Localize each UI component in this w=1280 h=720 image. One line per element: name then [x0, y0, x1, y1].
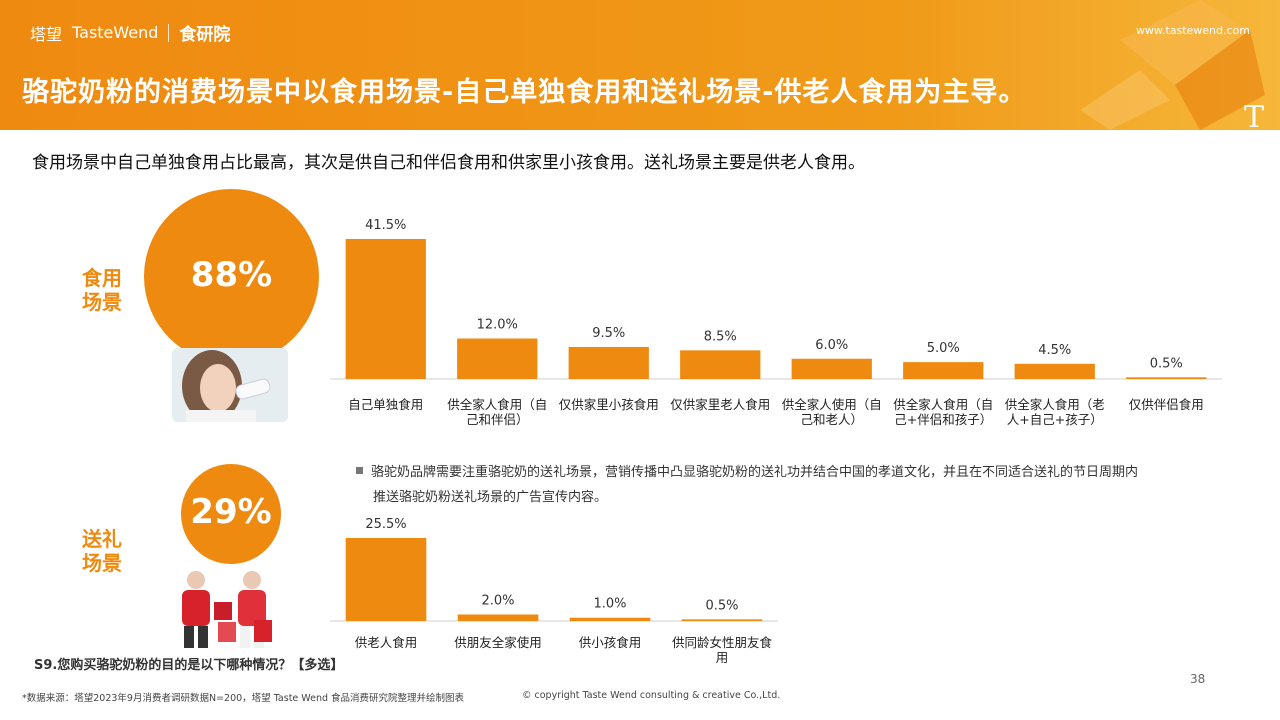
food-scene-label-line1: 食用	[82, 266, 122, 290]
chart-0-bar-6	[1014, 363, 1095, 379]
insight-note-line1: 骆驼奶品牌需要注重骆驼奶的送礼场景，营销传播中凸显骆驼奶粉的送礼功并结合中国的孝…	[371, 465, 1139, 480]
gift-giving-photo	[168, 566, 278, 650]
chart-1-bar-3	[681, 619, 763, 621]
chart-1-value-label-3: 0.5%	[705, 598, 738, 613]
chart-0-bar-0	[345, 239, 426, 379]
brand-cn: 塔望	[30, 24, 63, 44]
page-number: 38	[1190, 672, 1206, 686]
chart-1-category-label-3-line-0: 供同龄女性朋友食	[672, 635, 773, 650]
brand-logo: 塔望 TasteWend 食研院	[30, 20, 230, 45]
gift-scene-circle	[181, 464, 281, 564]
brand-en: TasteWend	[72, 23, 159, 42]
chart-0-category-label-2: 仅供家里小孩食用	[559, 397, 659, 412]
gift-scene-label-line1: 送礼	[82, 527, 122, 551]
gift-scene-label: 送礼 场景	[77, 527, 127, 575]
site-url: www.tastewend.com	[1135, 24, 1250, 37]
brand-divider	[168, 23, 170, 42]
data-source: *数据来源：塔望2023年9月消费者调研数据N=200，塔望 Taste Wen…	[22, 693, 465, 704]
page-title: 骆驼奶粉的消费场景中以食用场景-自己单独食用和送礼场景-供老人食用为主导。	[22, 77, 1027, 108]
header-banner: 塔望 TasteWend 食研院 www.tastewend.com 骆驼奶粉的…	[0, 0, 1280, 130]
chart-0-category-label-6-line-1: 人+自己+孩子）	[1007, 412, 1103, 427]
chart-1-value-label-2: 1.0%	[593, 597, 626, 612]
chart-0-bar-2	[568, 346, 649, 379]
food-scene-label-line2: 场景	[82, 290, 122, 314]
copyright-notice: © copyright Taste Wend consulting & crea…	[522, 690, 781, 701]
gift-giving-illustration	[182, 571, 272, 648]
chart-0-category-label-4-line-0: 供全家人使用（自	[782, 397, 882, 412]
chart-1-category-label-3-line-1: 用	[716, 650, 729, 665]
insight-note: 骆驼奶品牌需要注重骆驼奶的送礼场景，营销传播中凸显骆驼奶粉的送礼功并结合中国的孝…	[356, 460, 1206, 510]
bullet-square-icon	[356, 467, 363, 474]
chart-1-category-label-1: 供朋友全家使用	[454, 635, 542, 650]
gift-scene-percent: 29%	[190, 492, 272, 532]
chart-0-bar-5	[903, 362, 984, 379]
chart-0-value-label-6: 4.5%	[1038, 343, 1071, 358]
chart-0-category-label-1-line-1: 己和伴侣）	[466, 412, 529, 427]
decorative-shapes	[1080, 0, 1265, 130]
chart-1-category-label-0: 供老人食用	[355, 635, 418, 650]
insight-note-line2: 推送骆驼奶粉送礼场景的广告宣传内容。	[373, 490, 608, 505]
chart-0-value-label-2: 9.5%	[592, 326, 625, 341]
chart-0-bar-1	[457, 338, 538, 379]
brand-sub: 食研院	[179, 25, 231, 45]
chart-0-category-label-6-line-0: 供全家人食用（老	[1005, 397, 1105, 412]
chart-1-value-label-0: 25.5%	[365, 517, 406, 532]
chart-0-bar-3	[680, 350, 761, 379]
chart-1-bar-2	[569, 617, 651, 621]
page-subtitle: 食用场景中自己单独食用占比最高，其次是供自己和伴侣食用和供家里小孩食用。送礼场景…	[32, 153, 865, 173]
chart-0-category-label-1-line-0: 供全家人食用（自	[447, 397, 547, 412]
chart-0-value-label-4: 6.0%	[815, 338, 848, 353]
chart-0-value-label-1: 12.0%	[477, 318, 518, 333]
survey-question: S9.您购买骆驼奶粉的目的是以下哪种情况？【多选】	[34, 658, 344, 673]
chart-0-category-label-3: 仅供家里老人食用	[670, 397, 770, 412]
deco-letter: T	[1243, 100, 1264, 130]
chart-0-value-label-3: 8.5%	[704, 329, 737, 344]
food-scene-percent: 88%	[190, 255, 273, 295]
chart-0-bar-4	[791, 358, 872, 379]
food-scene-circle	[144, 189, 319, 364]
chart-0-value-label-5: 5.0%	[927, 341, 960, 356]
chart-0-category-label-5-line-0: 供全家人食用（自	[893, 397, 993, 412]
chart-0-value-label-0: 41.5%	[365, 218, 406, 233]
chart-1-bar-1	[457, 614, 539, 621]
chart-0-category-label-4-line-1: 己和老人）	[800, 412, 863, 427]
chart-0-category-label-0: 自己单独食用	[348, 397, 423, 412]
chart-0-category-label-7: 仅供伴侣食用	[1129, 397, 1204, 412]
chart-0-category-label-5-line-1: 己+伴侣和孩子）	[894, 412, 992, 427]
woman-drinking-illustration	[172, 348, 288, 422]
chart-1-value-label-1: 2.0%	[481, 593, 514, 608]
food-scene-label: 食用 场景	[77, 266, 127, 314]
chart-0-bar-7	[1126, 377, 1207, 379]
gift-scene-label-line2: 场景	[82, 551, 122, 575]
chart-1-category-label-2: 供小孩食用	[579, 635, 642, 650]
chart-1-bar-0	[345, 538, 427, 621]
woman-drinking-photo	[172, 348, 288, 422]
chart-0-value-label-7: 0.5%	[1150, 356, 1183, 371]
